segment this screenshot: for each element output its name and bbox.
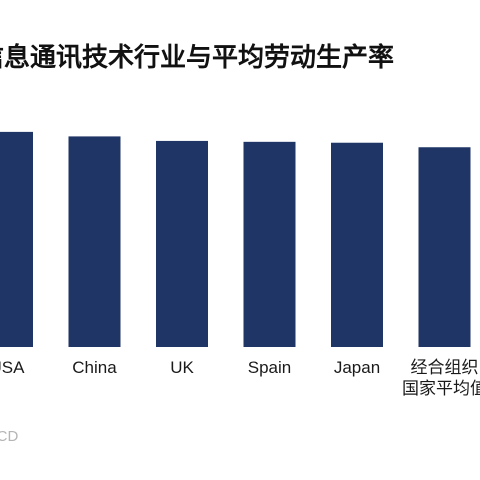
bar-2: [156, 140, 208, 347]
bar-3: [243, 141, 296, 347]
bar-1: [68, 136, 121, 347]
bar-4: [331, 142, 383, 347]
chart-title: 信息通讯技术行业与平均劳动生产率: [0, 42, 394, 73]
category-label-4: Japan: [334, 358, 380, 377]
source-note: OECD: [0, 428, 19, 445]
category-label-5-line-0: 经合组织: [411, 358, 479, 377]
bars-group: [0, 131, 471, 347]
category-label-5-line-1: 国家平均值: [402, 379, 480, 398]
category-label-2: UK: [170, 358, 194, 377]
category-label-1: China: [72, 358, 117, 377]
bar-0: [0, 131, 33, 347]
bar-5: [418, 147, 471, 347]
category-label-0: USA: [0, 358, 25, 377]
category-label-3: Spain: [248, 358, 291, 377]
